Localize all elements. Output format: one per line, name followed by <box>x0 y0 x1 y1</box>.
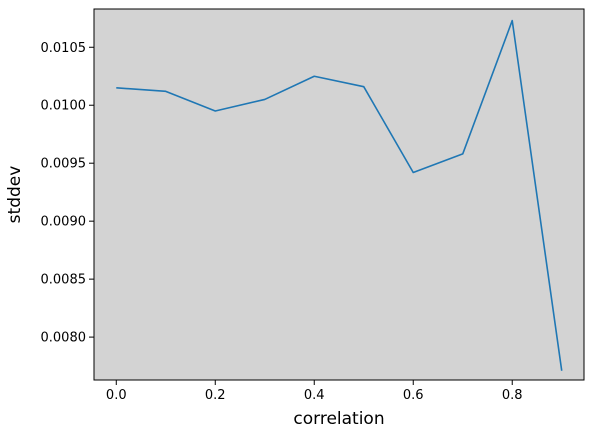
x-axis-title: correlation <box>293 409 384 429</box>
x-tick-label: 0.4 <box>304 388 325 403</box>
y-axis-title: stddev <box>5 166 25 224</box>
y-axis-ticks: 0.0080 0.0085 0.0090 0.0095 0.0100 0.0105 <box>41 41 95 346</box>
y-tick-label: 0.0100 <box>41 99 87 114</box>
x-axis-ticks: 0.0 0.2 0.4 0.6 0.8 <box>106 380 523 403</box>
y-tick-label: 0.0105 <box>41 41 87 56</box>
x-tick-label: 0.2 <box>205 388 226 403</box>
plot-area <box>94 9 584 380</box>
y-tick-label: 0.0085 <box>41 273 87 288</box>
y-tick-label: 0.0080 <box>41 331 87 346</box>
y-tick-label: 0.0095 <box>41 157 87 172</box>
y-tick-label: 0.0090 <box>41 215 87 230</box>
x-tick-label: 0.6 <box>403 388 424 403</box>
x-tick-label: 0.8 <box>502 388 523 403</box>
x-tick-label: 0.0 <box>106 388 127 403</box>
